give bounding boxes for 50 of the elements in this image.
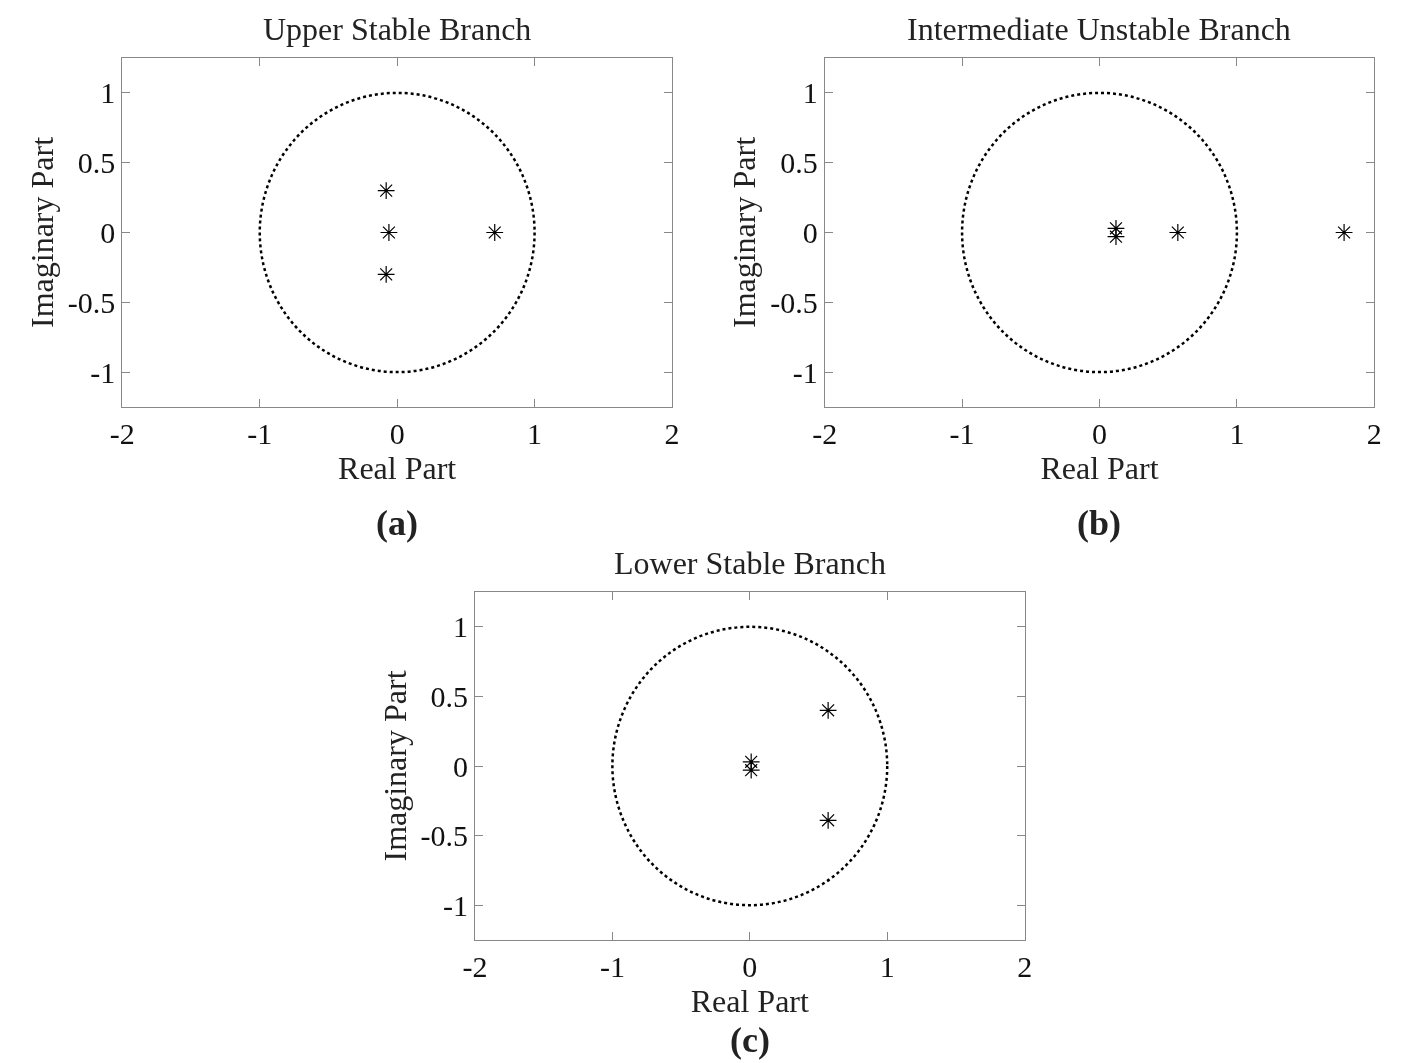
x-tick-label: 2 [664, 417, 680, 450]
chart-title: Intermediate Unstable Branch [907, 11, 1291, 47]
x-tick-label: 1 [527, 417, 543, 450]
point [377, 181, 396, 200]
y-tick-label: 0.5 [780, 146, 818, 180]
x-tick-label: 0 [742, 950, 758, 983]
y-tick-label: 1 [802, 76, 818, 110]
x-tick-label: 1 [1229, 417, 1245, 450]
x-axis-title: Real Part [1040, 450, 1159, 486]
x-tick-label: 0 [389, 417, 405, 450]
point [742, 752, 761, 771]
x-tick-label: 2 [1017, 950, 1033, 983]
x-tick-label: -1 [949, 417, 975, 450]
x-tick-label: -2 [109, 417, 135, 450]
y-tick-label: 1 [100, 76, 116, 110]
text: (b) [1077, 503, 1121, 543]
chart-title: Lower Stable Branch [614, 545, 886, 581]
y-tick-label: -0.5 [67, 285, 116, 319]
x-tick-label: -1 [247, 417, 273, 450]
text: (c) [730, 1020, 770, 1060]
y-tick-label: -0.5 [770, 285, 818, 319]
x-tick-label: 0 [1091, 417, 1107, 450]
text: (a) [376, 503, 418, 543]
point [377, 265, 396, 284]
point [379, 223, 398, 242]
y-tick-label: 0 [452, 749, 468, 783]
point [819, 811, 838, 830]
x-tick-label: -2 [812, 417, 838, 450]
x-tick-label: 1 [879, 950, 895, 983]
x-tick-label: -2 [462, 950, 488, 983]
x-tick-label: 2 [1366, 417, 1382, 450]
y-tick-label: -0.5 [420, 819, 468, 853]
x-axis-title: Real Part [338, 450, 457, 486]
y-tick-label: -1 [442, 888, 468, 922]
y-tick-label: -1 [792, 355, 818, 389]
x-axis-title: Real Part [690, 983, 810, 1019]
y-tick-label: 0.5 [77, 146, 116, 180]
chart-title: Upper Stable Branch [263, 11, 532, 47]
x-tick-label: -1 [599, 950, 625, 983]
point [819, 701, 838, 720]
point [485, 223, 504, 242]
y-axis-title: Imaginary Part [726, 136, 763, 329]
y-tick-label: 0.5 [430, 679, 468, 713]
y-tick-label: 0 [100, 216, 116, 249]
y-tick-label: -1 [90, 355, 116, 389]
y-tick-label: 1 [452, 610, 468, 644]
y-axis-title: Imaginary Part [376, 670, 413, 862]
y-tick-label: 0 [802, 216, 818, 249]
point [742, 761, 761, 780]
y-axis-title: Imaginary Part [24, 136, 61, 329]
